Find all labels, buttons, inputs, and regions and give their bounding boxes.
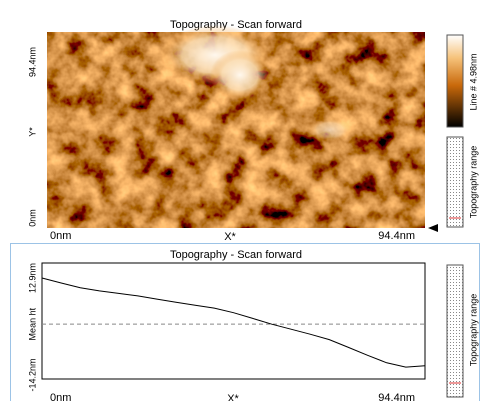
plot-area — [41, 262, 426, 380]
y-max-label: 94.4nm — [27, 47, 37, 77]
bright-feature — [308, 118, 352, 142]
x-max-label: 94.4nm — [378, 230, 415, 242]
line-pointer[interactable] — [428, 224, 438, 232]
top-panel: Topography - Scan forward 94.4nm Y* 0nm … — [27, 19, 478, 243]
bottom-panel: Topography - Scan forward 0nm X* 94.4nm … — [10, 243, 480, 405]
x-max-label: 94.4nm — [378, 392, 415, 401]
y-tick-label: -14.2nm — [27, 358, 37, 391]
x-min-label: 0nm — [50, 230, 71, 242]
range-label: Topography range — [468, 146, 478, 219]
y-min-label: 0nm — [27, 209, 37, 227]
panel-title: Topography - Scan forward — [170, 249, 302, 261]
color-bar — [446, 34, 464, 128]
y-tick-label: Mean ht — [27, 307, 37, 340]
colorbar-label: Line # 4.98nm — [468, 53, 478, 110]
range-slider[interactable] — [446, 264, 464, 398]
range-label: Topography range — [468, 294, 478, 367]
range-slider[interactable] — [446, 136, 464, 228]
x-axis-label: X* — [227, 393, 239, 401]
height-profile — [41, 277, 426, 368]
y-axis-label: Y* — [27, 127, 37, 137]
x-min-label: 0nm — [50, 392, 71, 401]
x-axis-label: X* — [224, 231, 236, 243]
y-tick-label: 12.9nm — [27, 263, 37, 293]
bright-feature — [210, 50, 270, 100]
